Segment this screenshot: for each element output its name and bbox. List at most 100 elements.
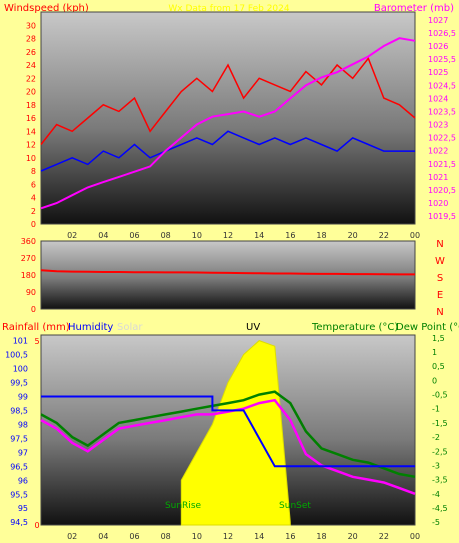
compass-n-label: N: [436, 307, 443, 318]
windspeed-tick-label: 16: [26, 114, 36, 123]
humidity-tick-label: 98: [18, 420, 28, 429]
hour-tick-label: 00: [410, 231, 420, 240]
pressure-tick-label: 1020,5: [428, 186, 456, 195]
hour-tick-label: 16: [285, 532, 295, 541]
compass-n-label: N: [436, 239, 443, 250]
hour-tick-label: 10: [192, 231, 202, 240]
temperature-tick-label: 1,5: [432, 334, 445, 343]
humidity-tick-label: 97: [18, 448, 28, 457]
windspeed-tick-label: 4: [31, 194, 36, 203]
hour-tick-label: 18: [316, 532, 326, 541]
direction-line: [40, 269, 415, 276]
temperature-tick-label: -4: [432, 490, 440, 499]
windspeed-tick-label: 20: [26, 88, 36, 97]
rainfall-tick-label: 5: [34, 337, 39, 346]
hour-tick-label: 00: [410, 532, 420, 541]
pressure-tick-label: 1026: [428, 42, 448, 51]
temperature-tick-label: -1: [432, 405, 440, 414]
direction-tick-label: 0: [31, 305, 36, 314]
windspeed-tick-label: 18: [26, 101, 36, 110]
temperature-tick-label: 0: [432, 376, 437, 385]
temperature-tick-label: -4,5: [432, 504, 448, 513]
hour-tick-label: 02: [67, 532, 77, 541]
dew_point-line: [40, 398, 416, 495]
wind-chart-series: [40, 37, 416, 210]
temperature-tick-label: -2,5: [432, 447, 448, 456]
sunset-label: SunSet: [279, 501, 311, 511]
pressure-tick-label: 1023: [428, 121, 448, 130]
humidity-tick-label: 96,5: [10, 462, 28, 471]
wind-x-axis: 02 04 06 08 10 12 14 16 18 20 22 00: [67, 231, 420, 240]
temperature-label: Temperature (°C): [311, 322, 398, 333]
pressure-tick-label: 1024,5: [428, 81, 456, 90]
hour-tick-label: 08: [161, 532, 171, 541]
pressure-tick-label: 1019,5: [428, 212, 456, 221]
pressure-tick-label: 1026,5: [428, 29, 456, 38]
windspeed-tick-label: 0: [31, 220, 36, 229]
temperature-tick-label: -3: [432, 461, 440, 470]
direction-tick-label: 90: [26, 288, 36, 297]
hour-tick-label: 14: [254, 532, 264, 541]
gust-line: [40, 56, 416, 145]
humidity-tick-label: 100,5: [5, 351, 28, 360]
humidity-tick-label: 94,5: [10, 518, 28, 527]
humidity-line: [41, 395, 415, 468]
uv-area: [180, 340, 291, 526]
hour-tick-label: 02: [67, 231, 77, 240]
humidity-tick-label: 101: [13, 337, 28, 346]
hour-tick-label: 22: [379, 231, 389, 240]
uv-label: UV: [246, 322, 260, 333]
temperature-tick-label: -5: [432, 518, 440, 527]
uv-series: [180, 340, 291, 526]
pressure-tick-label: 1021: [428, 173, 448, 182]
direction-y-axis: 0 90 180 270 360: [21, 237, 36, 314]
direction-tick-label: 270: [21, 254, 36, 263]
humidity-tick-label: 95,5: [10, 490, 28, 499]
windspeed-title: Windspeed (kph): [4, 3, 89, 14]
humidity-tick-label: 99: [18, 392, 28, 401]
solar-label: Solar: [117, 322, 143, 333]
pressure-tick-label: 1023,5: [428, 107, 456, 116]
hour-tick-label: 04: [98, 532, 108, 541]
pressure-tick-label: 1021,5: [428, 160, 456, 169]
hour-tick-label: 20: [348, 231, 358, 240]
windspeed-tick-label: 30: [26, 21, 36, 30]
temperature-x-axis: 02 04 06 08 10 12 14 16 18 20 22 00: [67, 532, 420, 541]
pressure-y-axis: 1019,5 1020 1020,5 1021 1021,5 1022 1022,5 1023…: [428, 16, 456, 221]
direction-tick-label: 180: [21, 271, 36, 280]
windspeed-tick-label: 26: [26, 48, 36, 57]
hour-tick-label: 06: [129, 532, 139, 541]
humidity-tick-label: 96: [18, 476, 28, 485]
hour-tick-label: 16: [285, 231, 295, 240]
rainfall-label: Rainfall (mm): [2, 322, 70, 333]
direction-tick-label: 360: [21, 237, 36, 246]
hour-tick-label: 14: [254, 231, 264, 240]
humidity-label: Humidity: [68, 322, 113, 333]
windspeed-tick-label: 10: [26, 154, 36, 163]
temperature-tick-label: 1: [432, 348, 437, 357]
windspeed-tick-label: 8: [31, 167, 36, 176]
barometer-title: Barometer (mb): [374, 3, 454, 14]
humidity-tick-label: 100: [13, 365, 28, 374]
temperature-line: [40, 390, 416, 479]
hour-tick-label: 12: [223, 532, 233, 541]
temperature-tick-label: 0,5: [432, 362, 445, 371]
humidity-tick-label: 99,5: [10, 379, 28, 388]
windspeed-tick-label: 28: [26, 35, 36, 44]
pressure-line: [40, 37, 416, 210]
temperature-tick-label: -0,5: [432, 391, 448, 400]
windspeed-tick-label: 14: [26, 127, 36, 136]
humidity-tick-label: 98,5: [10, 406, 28, 415]
pressure-tick-label: 1027: [428, 16, 448, 25]
hour-tick-label: 22: [379, 532, 389, 541]
pressure-tick-label: 1025: [428, 68, 448, 77]
sunrise-label: SunRise: [165, 501, 202, 511]
pressure-tick-label: 1020: [428, 199, 448, 208]
hour-tick-label: 20: [348, 532, 358, 541]
hour-tick-label: 04: [98, 231, 108, 240]
temperature-chart-series: [40, 390, 416, 495]
windspeed-tick-label: 2: [31, 207, 36, 216]
hour-tick-label: 10: [192, 532, 202, 541]
